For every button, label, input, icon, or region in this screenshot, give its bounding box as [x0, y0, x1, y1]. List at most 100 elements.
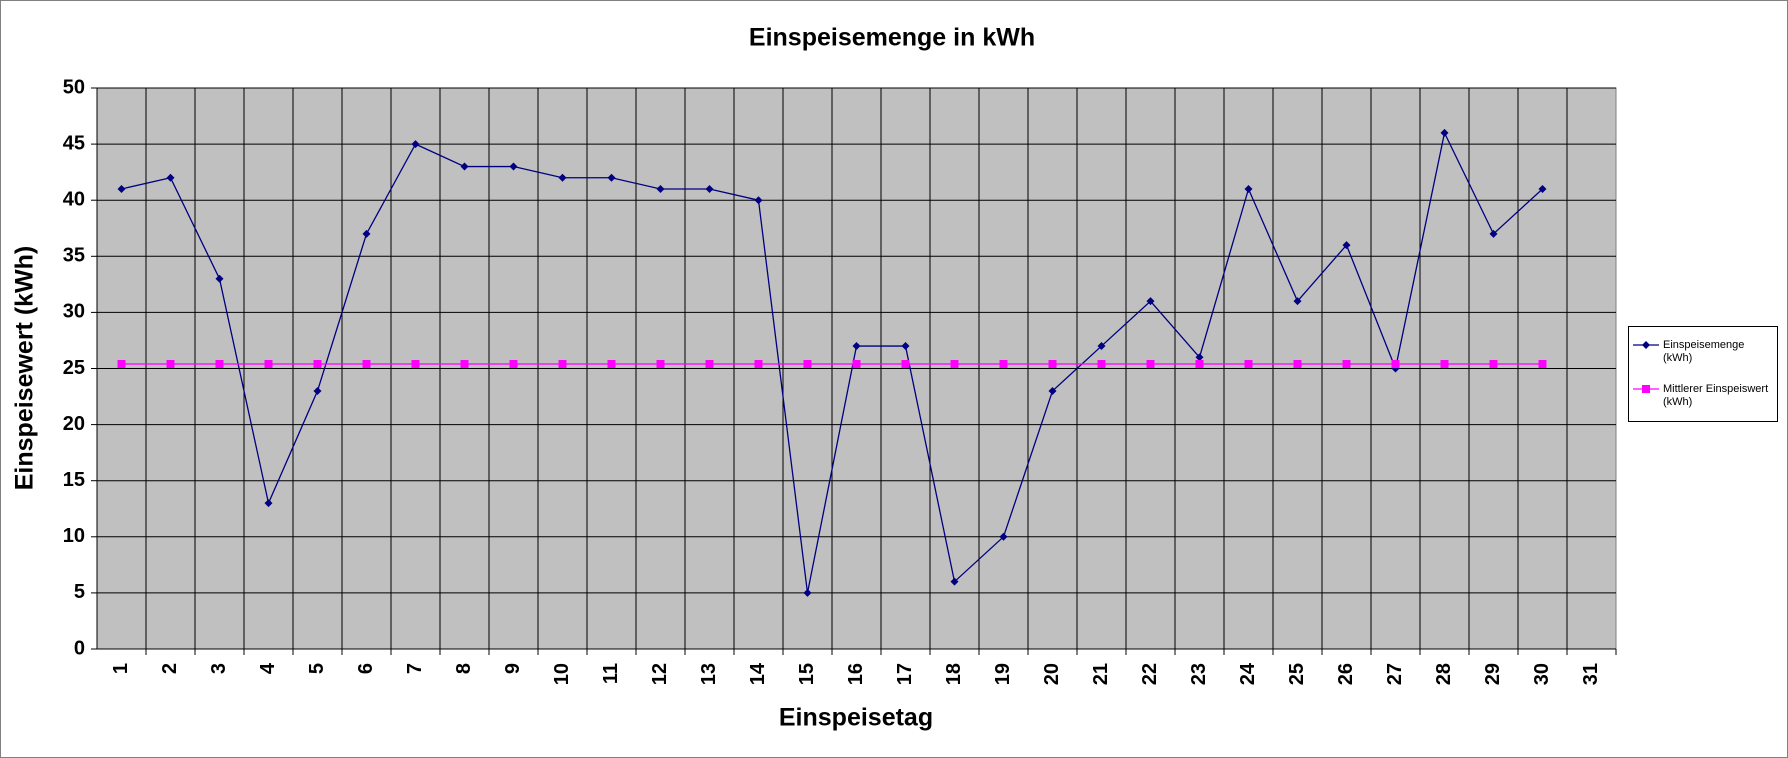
data-point	[1538, 184, 1547, 193]
x-tick-label: 19	[992, 663, 1014, 685]
series-line	[121, 130, 1543, 594]
data-point	[1440, 128, 1449, 137]
data-point	[558, 360, 567, 369]
x-tick-label: 10	[551, 663, 573, 685]
x-tick-label: 30	[1531, 663, 1553, 685]
data-point	[362, 229, 371, 238]
data-point	[1097, 360, 1106, 369]
x-tick-label: 24	[1237, 662, 1259, 685]
data-point	[215, 360, 224, 369]
x-tick-label: 31	[1580, 663, 1602, 685]
y-tick-label: 20	[63, 413, 85, 435]
data-point	[558, 173, 567, 182]
data-point	[117, 184, 126, 193]
x-tick-label: 14	[747, 662, 769, 685]
data-point	[999, 360, 1008, 369]
y-axis-title: Einspeisewert (kWh)	[11, 246, 39, 491]
x-tick-label: 7	[404, 663, 426, 674]
data-point	[607, 173, 616, 182]
x-tick-label: 16	[845, 663, 867, 685]
data-point	[1048, 360, 1057, 369]
data-point	[1195, 360, 1204, 369]
x-tick-label: 17	[894, 663, 916, 685]
data-point	[509, 360, 518, 369]
data-point	[1146, 297, 1155, 306]
data-point	[1195, 353, 1204, 362]
y-tick-label: 50	[63, 76, 85, 98]
legend-marker	[1642, 341, 1650, 349]
legend-icon	[1633, 341, 1659, 349]
data-point	[215, 274, 224, 283]
x-tick-label: 22	[1139, 663, 1161, 685]
x-tick-label: 12	[649, 663, 671, 685]
data-point	[656, 184, 665, 193]
x-axis-title: Einspeisetag	[779, 704, 933, 732]
y-tick-label: 10	[63, 525, 85, 547]
y-tick-label: 25	[63, 357, 85, 379]
y-tick-label: 40	[63, 188, 85, 210]
data-point	[460, 162, 469, 171]
data-point	[1489, 360, 1498, 369]
x-tick-label: 21	[1090, 663, 1112, 685]
data-point	[1293, 360, 1302, 369]
data-point	[166, 173, 175, 182]
legend-label: Einspeisemenge (kWh)	[1663, 339, 1745, 364]
data-point	[803, 588, 812, 597]
chart-title: Einspeisemenge in kWh	[749, 24, 1035, 52]
data-point	[264, 499, 273, 508]
data-point	[1489, 229, 1498, 238]
y-tick-label: 5	[74, 581, 85, 603]
data-point	[313, 386, 322, 395]
data-point	[607, 360, 616, 369]
x-tick-label: 13	[698, 663, 720, 685]
data-point	[950, 360, 959, 369]
data-point	[1244, 360, 1253, 369]
y-tick-label: 45	[63, 132, 85, 154]
data-point	[803, 360, 812, 369]
data-point	[852, 342, 861, 351]
data-point	[705, 360, 714, 369]
data-point	[852, 360, 861, 369]
data-point	[705, 184, 714, 193]
data-point	[656, 360, 665, 369]
data-point	[362, 360, 371, 369]
x-tick-label: 6	[355, 663, 377, 674]
data-point	[460, 360, 469, 369]
x-tick-label: 23	[1188, 663, 1210, 685]
data-point	[999, 532, 1008, 541]
x-tick-label: 4	[257, 662, 279, 674]
data-point	[950, 577, 959, 586]
data-point	[1342, 360, 1351, 369]
x-tick-label: 25	[1286, 663, 1308, 685]
data-point	[411, 140, 420, 149]
data-point	[264, 360, 273, 369]
x-tick-label: 15	[796, 663, 818, 685]
data-point	[1293, 297, 1302, 306]
x-tick-label: 1	[110, 663, 132, 674]
data-point	[509, 162, 518, 171]
data-point	[754, 360, 763, 369]
legend-item: Einspeisemenge (kWh)	[1633, 339, 1771, 365]
data-point	[901, 342, 910, 351]
data-point	[1146, 360, 1155, 369]
legend-marker	[1642, 385, 1650, 393]
data-point	[166, 360, 175, 369]
legend-item: Mittlerer Einspeiswert (kWh)	[1633, 383, 1771, 409]
data-point	[1097, 342, 1106, 351]
x-tick-label: 18	[943, 663, 965, 685]
legend: Einspeisemenge (kWh) Mittlerer Einspeiswe…	[1628, 326, 1778, 422]
data-point	[901, 360, 910, 369]
data-point	[1391, 360, 1400, 369]
x-tick-label: 2	[159, 663, 181, 674]
x-tick-label: 27	[1384, 663, 1406, 685]
x-tick-label: 8	[453, 663, 475, 674]
x-tick-label: 5	[306, 663, 328, 674]
data-point	[1538, 360, 1547, 369]
data-point	[1244, 184, 1253, 193]
data-point	[313, 360, 322, 369]
data-point	[1048, 386, 1057, 395]
y-tick-label: 30	[63, 301, 85, 323]
legend-label: Mittlerer Einspeiswert (kWh)	[1663, 383, 1769, 408]
y-tick-label: 0	[74, 637, 85, 659]
